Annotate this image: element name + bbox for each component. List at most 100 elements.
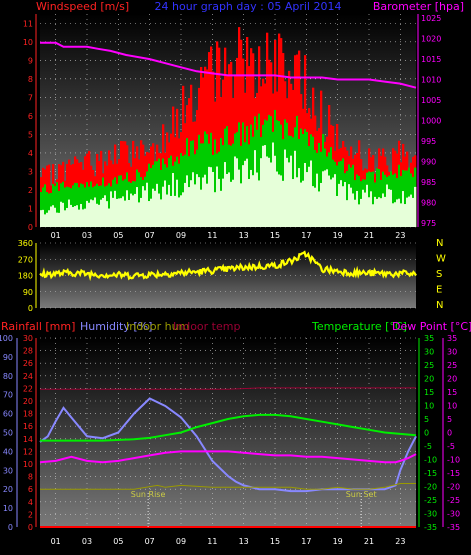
low-wind-bar bbox=[188, 187, 191, 227]
low-wind-bar bbox=[242, 165, 245, 227]
temperature-tick: -5 bbox=[424, 442, 432, 451]
barometer-tick: 1025 bbox=[421, 14, 441, 23]
avg-wind-bar bbox=[278, 121, 281, 227]
low-wind-bar bbox=[176, 179, 179, 227]
barometer-tick: 1005 bbox=[421, 96, 441, 105]
dewpoint-tick: -25 bbox=[447, 496, 460, 505]
low-wind-bar bbox=[312, 186, 315, 227]
low-wind-bar bbox=[156, 183, 159, 227]
low-wind-bar bbox=[342, 186, 345, 227]
low-wind-bar bbox=[146, 182, 149, 227]
hour-tick: 23 bbox=[395, 537, 405, 546]
low-wind-bar bbox=[266, 156, 269, 227]
hour-tick: 11 bbox=[207, 537, 217, 546]
low-wind-bar bbox=[310, 160, 313, 227]
hour-tick: 03 bbox=[82, 537, 92, 546]
avg-wind-bar bbox=[54, 185, 57, 227]
low-wind-bar bbox=[372, 204, 375, 227]
low-wind-bar bbox=[114, 190, 117, 227]
low-wind-bar bbox=[254, 150, 257, 227]
low-wind-bar bbox=[200, 189, 203, 227]
avg-wind-bar bbox=[56, 182, 59, 227]
barometer-tick: 1000 bbox=[421, 117, 441, 126]
hour-tick: 03 bbox=[82, 231, 92, 240]
rainfall-tick: 12 bbox=[23, 447, 33, 456]
low-wind-bar bbox=[172, 173, 175, 227]
humidity-label: Humidity [%] bbox=[80, 320, 152, 333]
humidity-tick: 0 bbox=[8, 523, 13, 532]
hour-tick: 01 bbox=[51, 231, 61, 240]
avg-wind-bar bbox=[76, 182, 79, 227]
avg-wind-bar bbox=[178, 163, 181, 227]
low-wind-bar bbox=[50, 206, 53, 227]
low-wind-bar bbox=[118, 198, 121, 227]
windspeed-label: Windspeed [m/s] bbox=[36, 0, 129, 13]
low-wind-bar bbox=[48, 210, 51, 227]
indoor-temp-line bbox=[40, 387, 416, 390]
rainfall-tick: 30 bbox=[23, 334, 33, 343]
low-wind-bar bbox=[244, 160, 247, 227]
low-wind-bar bbox=[402, 191, 405, 227]
low-wind-bar bbox=[288, 162, 291, 227]
low-wind-bar bbox=[220, 190, 223, 227]
low-wind-bar bbox=[400, 203, 403, 227]
low-wind-bar bbox=[296, 177, 299, 227]
hour-tick: 21 bbox=[364, 231, 374, 240]
low-wind-bar bbox=[116, 198, 119, 227]
temperature-tick: 20 bbox=[424, 375, 434, 384]
avg-wind-bar bbox=[214, 139, 217, 227]
low-wind-bar bbox=[408, 196, 411, 227]
avg-wind-bar bbox=[78, 187, 81, 227]
dewpoint-tick: -5 bbox=[447, 442, 455, 451]
hour-tick: 05 bbox=[113, 537, 123, 546]
low-wind-bar bbox=[214, 192, 217, 227]
windspeed-tick: 1 bbox=[28, 204, 33, 213]
low-wind-bar bbox=[52, 205, 55, 227]
gust-bar bbox=[216, 41, 219, 227]
low-wind-bar bbox=[258, 180, 261, 227]
avg-wind-bar bbox=[400, 176, 403, 227]
low-wind-bar bbox=[360, 198, 363, 227]
low-wind-bar bbox=[324, 170, 327, 227]
low-wind-bar bbox=[384, 196, 387, 227]
avg-wind-bar bbox=[376, 168, 379, 227]
hour-tick: 17 bbox=[301, 537, 311, 546]
low-wind-bar bbox=[66, 207, 69, 227]
low-wind-bar bbox=[96, 203, 99, 227]
low-wind-bar bbox=[280, 175, 283, 227]
windspeed-tick: 2 bbox=[28, 186, 33, 195]
low-wind-bar bbox=[100, 199, 103, 227]
low-wind-bar bbox=[60, 201, 63, 227]
low-wind-bar bbox=[316, 173, 319, 227]
avg-wind-bar bbox=[150, 168, 153, 227]
hour-tick: 07 bbox=[145, 231, 155, 240]
low-wind-bar bbox=[170, 195, 173, 227]
low-wind-bar bbox=[140, 197, 143, 227]
low-wind-bar bbox=[222, 178, 225, 227]
dewpoint-tick: 35 bbox=[447, 334, 457, 343]
low-wind-bar bbox=[150, 198, 153, 227]
humidity-tick: 70 bbox=[3, 391, 13, 400]
low-wind-bar bbox=[380, 198, 383, 227]
low-wind-bar bbox=[262, 145, 265, 227]
hour-tick: 01 bbox=[51, 537, 61, 546]
avg-wind-bar bbox=[42, 187, 45, 227]
windspeed-tick: 11 bbox=[23, 19, 33, 28]
avg-wind-bar bbox=[174, 161, 177, 227]
avg-wind-bar bbox=[58, 190, 61, 227]
low-wind-bar bbox=[94, 197, 97, 227]
avg-wind-bar bbox=[46, 192, 49, 227]
windspeed-tick: 6 bbox=[28, 112, 33, 121]
rainfall-tick: 22 bbox=[23, 384, 33, 393]
gust-bar bbox=[208, 52, 211, 227]
low-wind-bar bbox=[130, 193, 133, 227]
low-wind-bar bbox=[68, 199, 71, 227]
low-wind-bar bbox=[330, 179, 333, 227]
barometer-tick: 990 bbox=[421, 157, 436, 166]
avg-wind-bar bbox=[404, 170, 407, 227]
low-wind-bar bbox=[392, 203, 395, 227]
gust-bar bbox=[298, 50, 301, 227]
dewpoint-tick: 30 bbox=[447, 348, 457, 357]
low-wind-bar bbox=[84, 208, 87, 227]
